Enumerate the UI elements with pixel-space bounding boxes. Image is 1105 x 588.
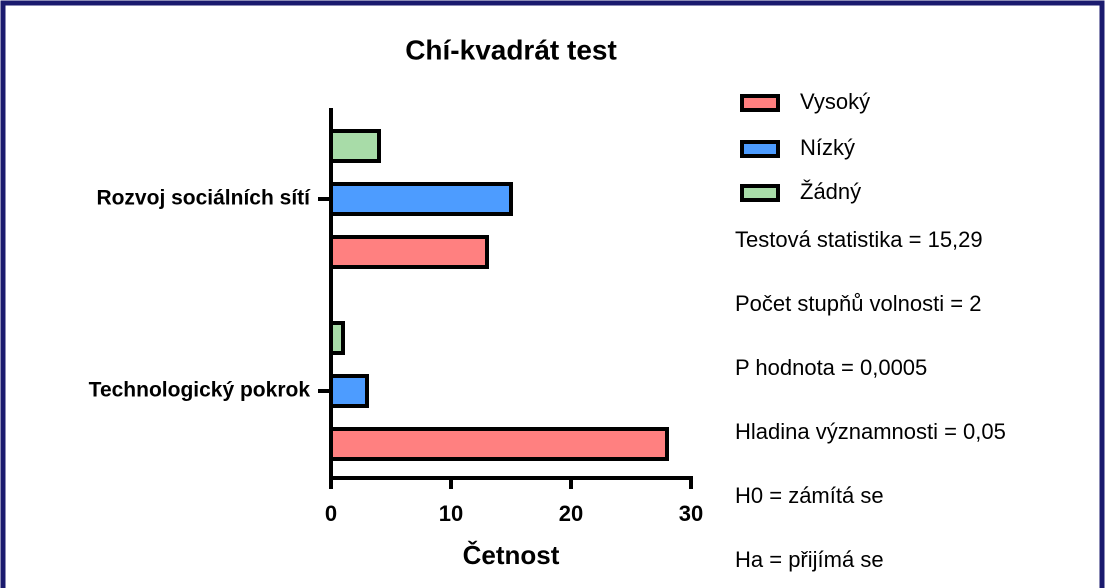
annotation: Počet stupňů volnosti = 2 [735,291,981,316]
legend-swatch [740,94,780,112]
bar [329,321,345,355]
bar [329,129,381,163]
legend-label: Vysoký [800,89,870,114]
y-tick-label: Rozvoj sociálních sítí [96,187,311,210]
bar [329,374,369,408]
bar [329,235,489,269]
annotation: H0 = zámítá se [735,483,884,508]
bar [329,427,669,461]
x-tick-label: 0 [325,501,337,526]
x-tick-label: 10 [439,501,463,526]
annotation: Ha = přijímá se [735,547,884,572]
annotation: P hodnota = 0,0005 [735,355,927,380]
legend-swatch [740,184,780,202]
legend-label: Žádný [800,179,861,204]
chart-title: Chí-kvadrát test [405,34,617,65]
x-axis-label: Četnost [463,540,560,570]
legend-label: Nízký [800,135,855,160]
annotation: Hladina významnosti = 0,05 [735,419,1006,444]
y-tick-label: Technologický pokrok [89,379,311,402]
x-tick-label: 20 [559,501,583,526]
bar [329,182,513,216]
x-tick-label: 30 [679,501,703,526]
legend-swatch [740,140,780,158]
annotation: Testová statistika = 15,29 [735,227,983,252]
